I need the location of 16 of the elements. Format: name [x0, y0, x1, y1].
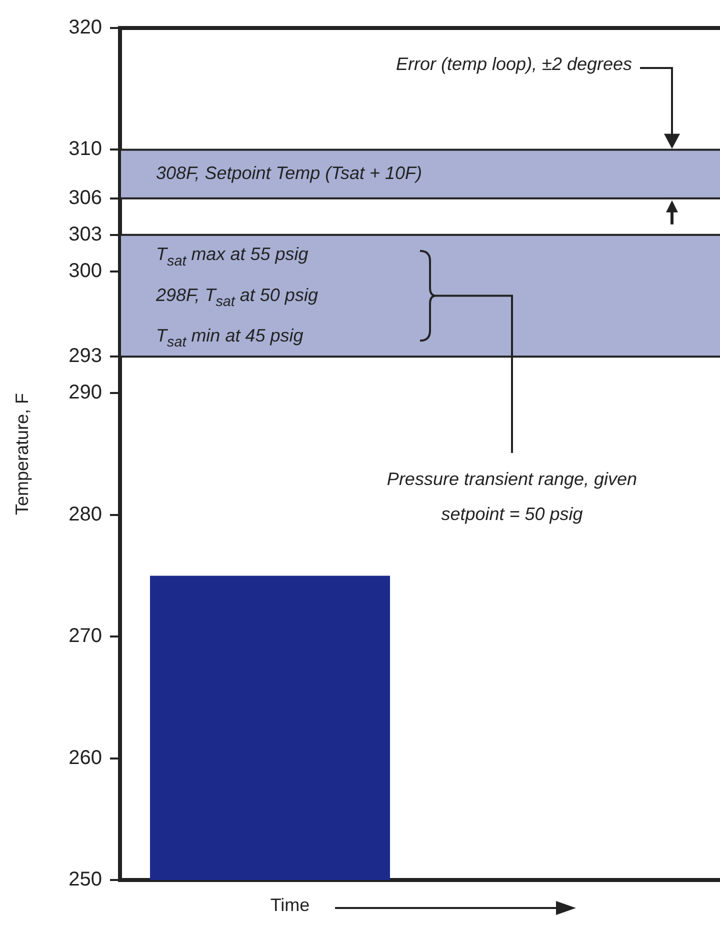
y-tick-label: 270 [68, 625, 102, 648]
band-label: 308F, Setpoint Temp (Tsat + 10F) [156, 163, 422, 184]
annotation: Pressure transient range, given setpoint = 50 psig [386, 469, 638, 524]
y-tick-label: 306 [68, 186, 102, 209]
y-tick-label: 290 [68, 382, 102, 404]
annotation: Error (temp loop), ±2 degrees [396, 54, 632, 74]
y-tick-label: 300 [68, 260, 102, 282]
y-tick-label: 250 [68, 868, 102, 891]
y-axis-title: Temperature, F [12, 392, 32, 516]
y-tick-label: 293 [68, 345, 102, 368]
y-tick-label: 280 [68, 503, 102, 526]
y-tick-label: 320 [68, 16, 102, 39]
y-tick-label: 310 [68, 138, 102, 160]
x-axis-title: Time [270, 894, 310, 915]
y-tick-label: 303 [68, 223, 102, 246]
y-tick-label: 260 [68, 746, 102, 769]
